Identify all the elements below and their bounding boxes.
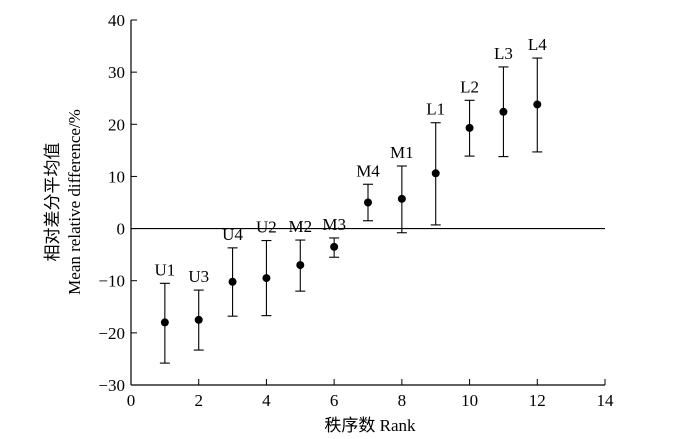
point-label: L3 [494, 44, 513, 63]
mean-marker [364, 198, 372, 207]
mean-marker [330, 242, 339, 251]
mean-marker [296, 261, 305, 270]
mean-marker [194, 315, 203, 324]
mean-marker [397, 194, 406, 203]
data-point-l3: L3 [494, 44, 513, 158]
mean-marker [431, 169, 440, 178]
y-tick-label: −20 [98, 324, 125, 343]
mean-marker [262, 274, 271, 283]
point-label: U4 [222, 225, 243, 244]
point-label: L4 [528, 35, 547, 54]
x-tick-label: 0 [127, 391, 136, 410]
mean-marker [465, 123, 474, 132]
mean-marker [160, 318, 169, 327]
mean-marker [533, 100, 542, 109]
point-label: U2 [256, 218, 277, 237]
mean-marker [228, 277, 237, 286]
x-tick-label: 2 [194, 391, 203, 410]
y-tick-label: 0 [117, 220, 126, 239]
data-point-u1: U1 [154, 260, 175, 364]
data-point-m1: M1 [390, 143, 414, 234]
y-tick-label: 30 [108, 63, 125, 82]
data-point-m3: M3 [322, 215, 346, 258]
data-point-u3: U3 [188, 267, 209, 351]
x-tick-label: 8 [398, 391, 407, 410]
y-tick-label: 20 [108, 115, 125, 134]
y-tick-label: 40 [108, 11, 125, 30]
data-point-u4: U4 [222, 225, 243, 317]
x-tick-label: 4 [262, 391, 271, 410]
data-point-l1: L1 [426, 100, 445, 226]
data-point-l2: L2 [460, 77, 479, 157]
axes: −30 −20 −10 0 10 20 30 40 0 2 4 6 8 10 12 14 [98, 11, 614, 410]
point-label: U3 [188, 267, 209, 286]
mean-marker [499, 107, 508, 116]
point-label: M2 [288, 217, 312, 236]
point-label: M3 [322, 215, 346, 234]
point-label: U1 [154, 260, 175, 279]
data-point-u2: U2 [256, 218, 277, 317]
data-point-m2: M2 [288, 217, 312, 292]
point-label: M4 [356, 161, 380, 180]
x-tick-label: 10 [461, 391, 478, 410]
y-tick-label: 10 [108, 167, 125, 186]
point-label: L1 [426, 100, 445, 119]
data-point-m4: M4 [356, 161, 380, 222]
x-tick-label: 12 [529, 391, 546, 410]
x-tick-label: 14 [597, 391, 615, 410]
x-axis-title: 秩序数 Rank [324, 416, 416, 435]
y-tick-label: −30 [98, 376, 125, 395]
data-point-l4: L4 [528, 35, 547, 153]
y-axis-title-line2: Mean relative difference/% [65, 109, 84, 295]
x-tick-label: 6 [330, 391, 339, 410]
point-label: L2 [460, 77, 479, 96]
data-marks: U1 U3 U4 U2 M2 M3 M4 M1 L1 L2 L3 L4 [154, 35, 547, 364]
y-axis-title-line1: 相对差分平均值 [43, 143, 62, 262]
y-tick-label: −10 [98, 272, 125, 291]
point-label: M1 [390, 143, 414, 162]
